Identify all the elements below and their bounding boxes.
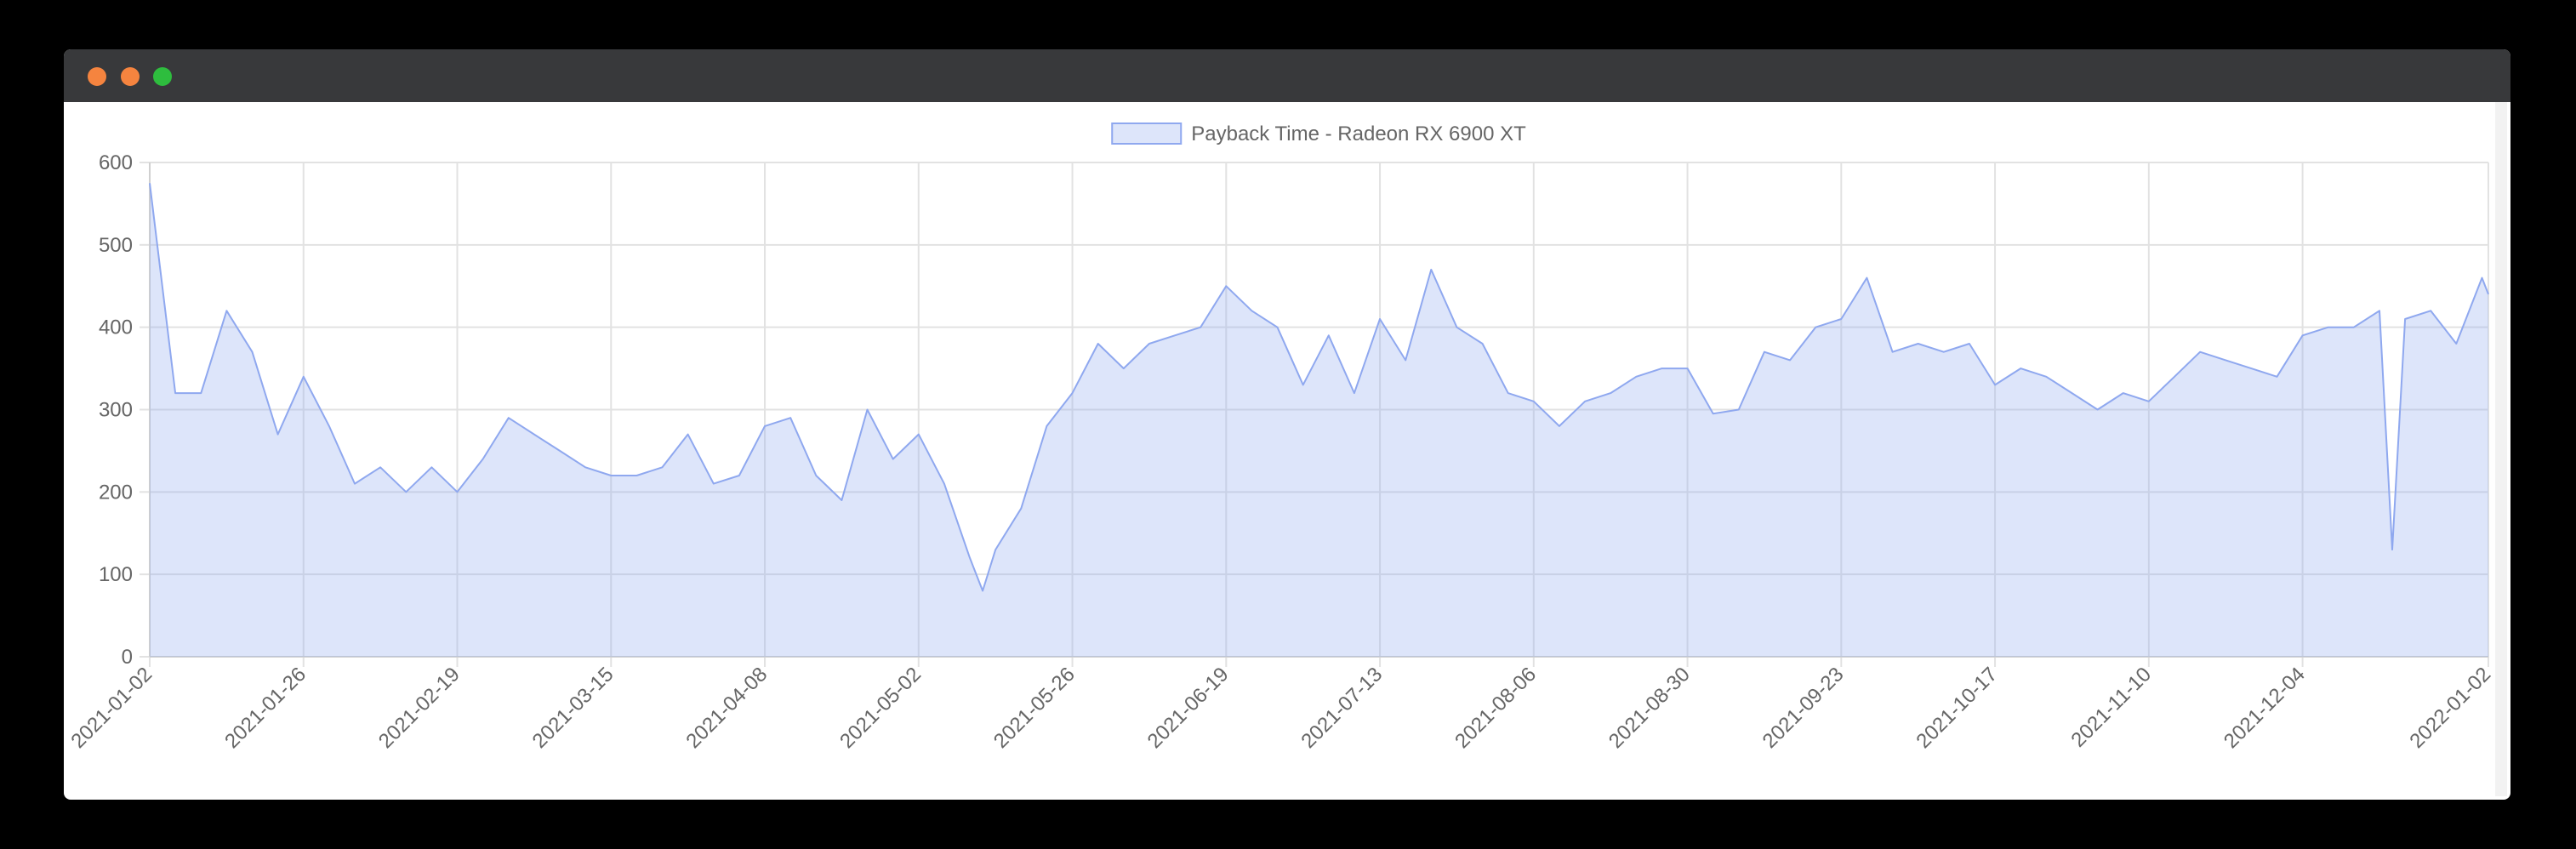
close-button[interactable] [88, 67, 106, 86]
scrollbar [2495, 102, 2507, 796]
y-tick-label: 500 [99, 234, 133, 257]
maximize-button[interactable] [153, 67, 172, 86]
line [149, 183, 2489, 592]
y-tick-label: 300 [99, 399, 133, 422]
minimize-button[interactable] [121, 67, 140, 86]
legend-label: Payback Time - Radeon RX 6900 XT [1191, 123, 1526, 145]
y-tick-label: 200 [99, 481, 133, 504]
y-tick-label: 100 [99, 563, 133, 586]
y-tick-label: 600 [99, 151, 133, 174]
area-fill [150, 183, 2488, 657]
legend-swatch [1111, 123, 1183, 145]
window [64, 49, 2510, 800]
title-bar [64, 49, 2510, 102]
y-tick-label: 0 [122, 646, 133, 669]
y-tick-label: 400 [99, 316, 133, 339]
